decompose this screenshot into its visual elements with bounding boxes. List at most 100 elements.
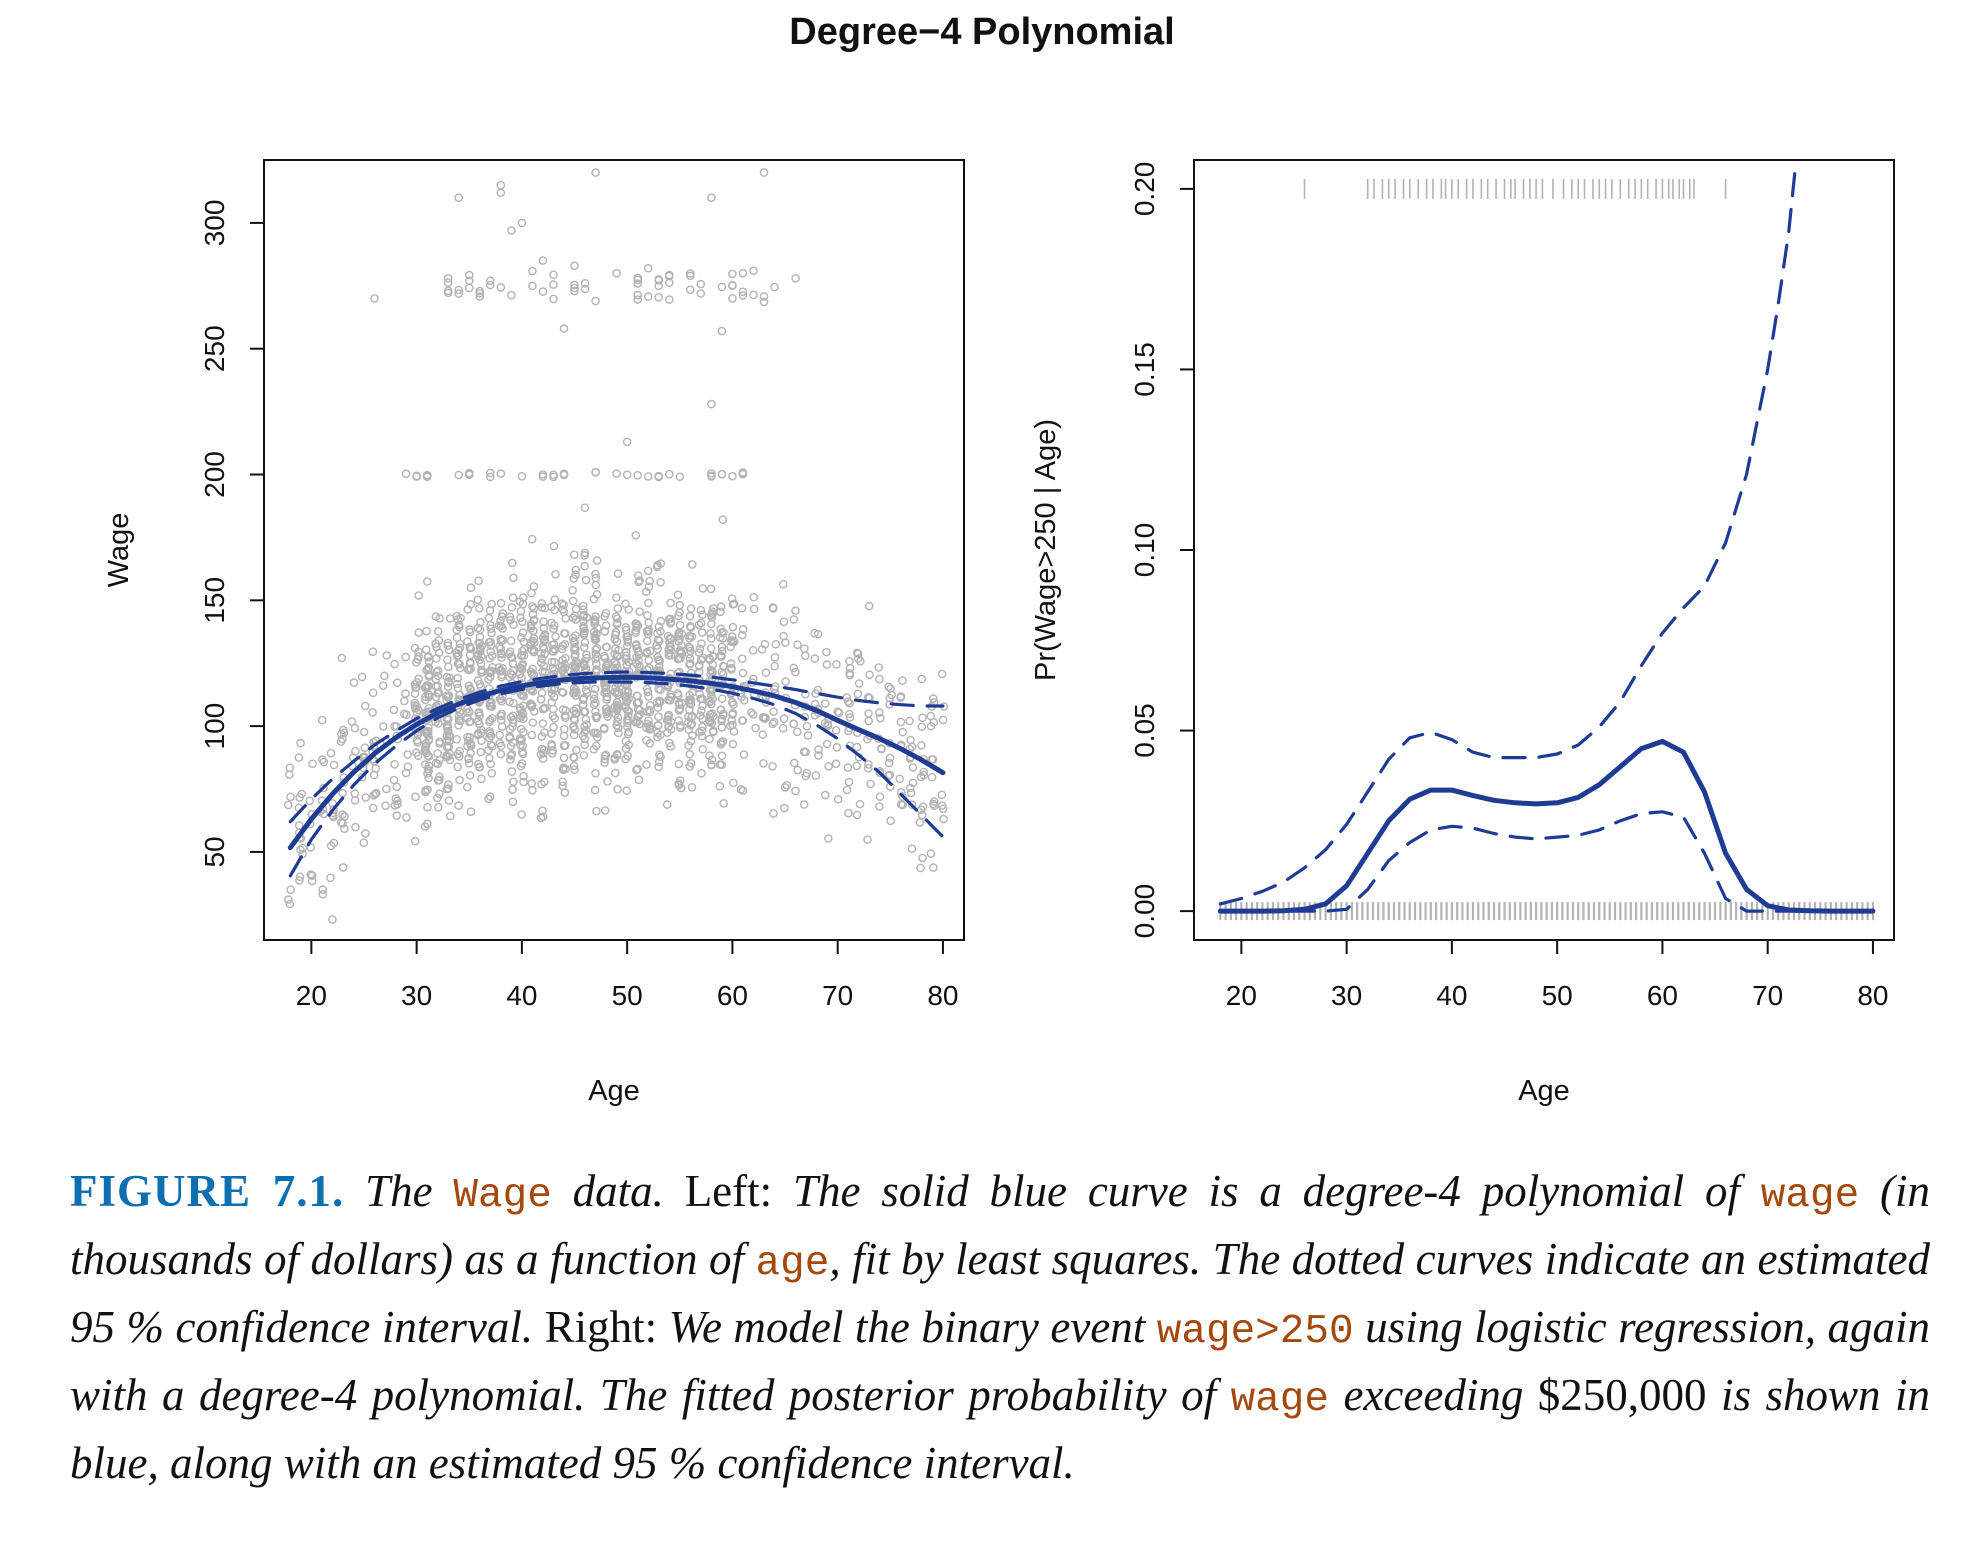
wage-point bbox=[697, 639, 706, 648]
wage-point bbox=[423, 802, 432, 812]
wage-point bbox=[582, 613, 592, 622]
wage-point bbox=[698, 701, 707, 711]
wage-point bbox=[918, 810, 927, 820]
wage-point bbox=[600, 806, 610, 815]
wage-point bbox=[558, 777, 568, 787]
wage-point bbox=[885, 693, 895, 703]
wage-point bbox=[473, 730, 483, 740]
wage-point bbox=[360, 743, 370, 753]
wage-point bbox=[308, 759, 317, 769]
caption-text: using logistic regression, again with a … bbox=[70, 1302, 1931, 1420]
wage-point bbox=[590, 684, 600, 694]
wage-point bbox=[665, 696, 675, 705]
wage-point bbox=[515, 734, 525, 743]
wage-point bbox=[465, 625, 474, 634]
wage-point bbox=[452, 679, 462, 689]
wage-point bbox=[769, 717, 779, 727]
wage-point bbox=[452, 735, 462, 744]
wage-point bbox=[572, 709, 581, 718]
wage-point bbox=[443, 727, 453, 736]
wage-point bbox=[653, 732, 662, 742]
wage-point bbox=[505, 612, 515, 622]
wage-point bbox=[601, 666, 610, 676]
wage-point bbox=[937, 790, 947, 800]
wage-point bbox=[614, 688, 624, 697]
wage-point bbox=[770, 661, 780, 671]
wage-point bbox=[509, 777, 518, 787]
wage-point bbox=[547, 689, 557, 698]
wage-point-high bbox=[707, 193, 716, 202]
wage-point bbox=[506, 713, 516, 722]
wage-point bbox=[444, 736, 454, 746]
caption-code: wage>250 bbox=[1156, 1309, 1354, 1355]
wage-point bbox=[866, 779, 875, 789]
left-x-tick-label: 40 bbox=[506, 980, 537, 1011]
wage-point bbox=[729, 778, 738, 788]
wage-point-high bbox=[591, 168, 600, 177]
wage-point bbox=[558, 655, 568, 665]
wage-point bbox=[768, 719, 778, 729]
wage-point bbox=[845, 657, 854, 666]
wage-point bbox=[641, 587, 651, 597]
wage-point bbox=[644, 705, 654, 715]
wage-point bbox=[518, 628, 528, 637]
wage-point bbox=[621, 691, 631, 701]
wage-point bbox=[674, 699, 684, 708]
caption-text: We model the binary event bbox=[668, 1302, 1157, 1352]
wage-point bbox=[442, 672, 452, 682]
wage-point-high bbox=[454, 289, 464, 298]
wage-point bbox=[793, 727, 802, 737]
wage-point bbox=[635, 607, 644, 617]
wage-point bbox=[580, 722, 589, 732]
wage-point bbox=[842, 785, 852, 795]
wage-point bbox=[655, 696, 664, 706]
left-plot-frame bbox=[263, 159, 965, 941]
wage-point bbox=[937, 801, 947, 810]
wage-point bbox=[389, 775, 399, 785]
wage-point bbox=[369, 770, 379, 780]
wage-point bbox=[905, 716, 914, 726]
wage-point bbox=[822, 739, 832, 749]
wage-point bbox=[570, 642, 579, 652]
wage-point bbox=[727, 594, 737, 603]
wage-point bbox=[558, 781, 567, 791]
wage-point bbox=[561, 614, 570, 623]
wage-point bbox=[539, 617, 548, 627]
wage-point-high bbox=[717, 282, 727, 292]
wage-point bbox=[296, 845, 305, 855]
wage-point bbox=[591, 645, 601, 655]
wage-point bbox=[466, 644, 476, 654]
wage-point bbox=[519, 651, 529, 660]
wage-point bbox=[572, 704, 581, 713]
wage-point-high bbox=[728, 281, 737, 291]
wage-point bbox=[485, 754, 494, 763]
wage-point bbox=[603, 658, 613, 668]
wage-point bbox=[832, 743, 842, 752]
wage-point-high bbox=[570, 286, 579, 296]
wage-point bbox=[463, 637, 472, 646]
wage-point bbox=[717, 646, 727, 656]
wage-point bbox=[390, 760, 399, 769]
figure-caption: FIGURE 7.1. The Wage data. Left: The sol… bbox=[70, 1160, 1930, 1495]
wage-point bbox=[338, 819, 347, 828]
wage-point bbox=[613, 614, 622, 623]
wage-point-high bbox=[496, 188, 506, 197]
wage-point-high bbox=[454, 285, 464, 295]
wage-point bbox=[799, 800, 809, 809]
wage-point bbox=[749, 710, 758, 719]
wage-point bbox=[737, 603, 747, 613]
wage-point bbox=[644, 655, 654, 665]
wage-point bbox=[632, 640, 641, 649]
wage-point bbox=[402, 813, 411, 822]
wage-point bbox=[328, 915, 337, 924]
wage-point bbox=[654, 762, 664, 772]
wage-point bbox=[789, 663, 799, 673]
wage-point bbox=[508, 698, 518, 708]
wage-point bbox=[791, 786, 800, 796]
wage-point bbox=[443, 641, 453, 650]
wage-point bbox=[369, 742, 379, 751]
confidence-line-2 bbox=[288, 680, 945, 878]
wage-point bbox=[549, 541, 559, 551]
wage-point-high bbox=[770, 282, 779, 292]
wage-point bbox=[938, 715, 948, 725]
